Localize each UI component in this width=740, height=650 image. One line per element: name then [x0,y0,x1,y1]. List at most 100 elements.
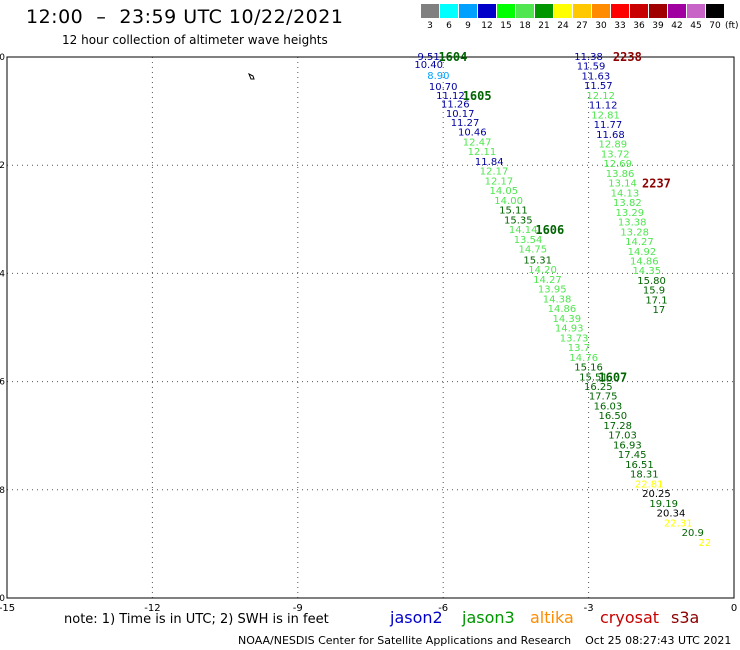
wave-height-value: 11.26 [441,100,470,111]
wave-height-value: 16.93 [613,440,642,451]
scale-label: 36 [633,21,645,31]
wave-height-value: 13.95 [538,285,567,296]
wave-height-value: 13.28 [620,227,649,238]
wave-height-value: 17.75 [589,392,618,403]
y-tick-label: -50 [0,594,5,604]
scale-swatch [630,4,648,18]
scale-label: 24 [557,21,569,31]
satellite-legend-item: altika [530,608,574,627]
wave-height-value: 16.50 [599,411,628,422]
scale-swatch [535,4,553,18]
y-tick-label: -46 [0,378,5,388]
wave-height-value: 15.31 [523,255,552,266]
scale-label: 15 [500,21,512,31]
wave-height-value: 8.90 [427,71,449,82]
wave-height-value: 11.27 [451,118,480,129]
wave-height-value: 14.86 [548,304,577,315]
scale-label: 21 [538,21,550,31]
wave-height-value: 13.38 [618,218,647,229]
scale-label: 3 [427,21,433,31]
satellite-legend-item: jason2 [390,608,443,627]
wave-height-value: 15.11 [499,206,528,217]
wave-height-value: 12.17 [480,167,509,178]
wave-height-value: 16.51 [625,460,654,471]
wave-height-value: 14.39 [552,314,581,325]
wave-height-value: 12.47 [463,137,492,148]
scale-label: 12 [481,21,493,31]
wave-height-value: 14.00 [494,196,523,207]
wave-height-value: 14.76 [569,353,598,364]
wave-height-value: 13.54 [514,235,543,246]
wave-height-value: 17.45 [618,450,647,461]
scale-label: 45 [690,21,702,31]
scale-label: 42 [671,21,683,31]
scale-label: 30 [595,21,607,31]
scale-swatch [668,4,686,18]
wave-height-value: 12.17 [485,176,514,187]
credit-text: NOAA/NESDIS Center for Satellite Applica… [238,634,732,647]
wave-height-value: 14.27 [533,275,562,286]
x-tick-label: -15 [0,603,15,614]
pass-time-label: 1605 [463,89,492,103]
y-tick-label: -44 [0,269,5,279]
wave-height-value: 14.93 [555,324,584,335]
wave-height-value: 22.81 [635,479,664,490]
wave-height-value: 17.03 [608,431,637,442]
scale-unit: (ft) [725,21,739,31]
wave-height-value: 22.31 [664,518,693,529]
satellite-legend-item: cryosat [600,608,660,627]
scale-swatch [706,4,724,18]
wave-height-value: 15.9 [643,286,665,297]
wave-height-value: 10.40 [414,60,443,71]
wave-height-value: 15.35 [504,215,533,226]
wave-height-value: 11.59 [577,62,606,73]
satellite-legend-item: jason3 [462,608,515,627]
wave-height-value: 15.51 [579,372,608,383]
wave-height-value: 16.03 [594,401,623,412]
wave-height-value: 18.31 [630,470,659,481]
wave-height-value: 14.35 [632,266,661,277]
wave-height-value: 11.84 [475,157,504,168]
y-tick-label: -42 [0,161,5,171]
scale-swatch [440,4,458,18]
y-tick-label: -40 [0,53,5,63]
wave-height-value: 17 [653,305,666,316]
wave-height-value: 16.25 [584,382,613,393]
wave-height-value: 20.34 [657,509,686,520]
scale-swatch [459,4,477,18]
scale-swatch [554,4,572,18]
wave-height-value: 13.73 [560,333,589,344]
scale-swatch [421,4,439,18]
page-title: 12:00 – 23:59 UTC 10/22/2021 [26,6,344,28]
wave-height-value: 14.86 [630,256,659,267]
map-frame [6,56,735,599]
wave-height-value: 11.68 [596,130,625,141]
wave-height-value: 12.69 [603,159,632,170]
wave-height-value: 9.51 [418,52,440,63]
scale-label: 18 [519,21,531,31]
scale-swatch [611,4,629,18]
x-tick-label: -12 [144,603,160,614]
scale-swatch [478,4,496,18]
note-text: note: 1) Time is in UTC; 2) SWH is in fe… [64,612,329,627]
wave-height-value: 11.12 [589,101,618,112]
wave-height-value: 20.9 [682,528,704,539]
wave-height-value: 14.05 [489,186,518,197]
wave-height-value: 12.11 [468,147,497,158]
wave-height-value: 13.86 [606,169,635,180]
pass-time-label: 2238 [613,50,642,64]
wave-height-value: 12.89 [599,140,628,151]
wave-height-value: 15.80 [637,276,666,287]
x-tick-label: -3 [584,603,594,614]
scale-swatch [516,4,534,18]
wave-height-value: 22 [699,538,712,549]
scale-swatch [573,4,591,18]
scale-swatch [687,4,705,18]
wave-height-value: 12.81 [591,110,620,121]
page-subtitle: 12 hour collection of altimeter wave hei… [62,33,328,47]
wave-height-value: 13.7 [568,343,590,354]
wave-height-value: 14.38 [543,294,572,305]
wave-height-value: 14.27 [625,237,654,248]
wave-height-value: 10.17 [446,109,475,120]
